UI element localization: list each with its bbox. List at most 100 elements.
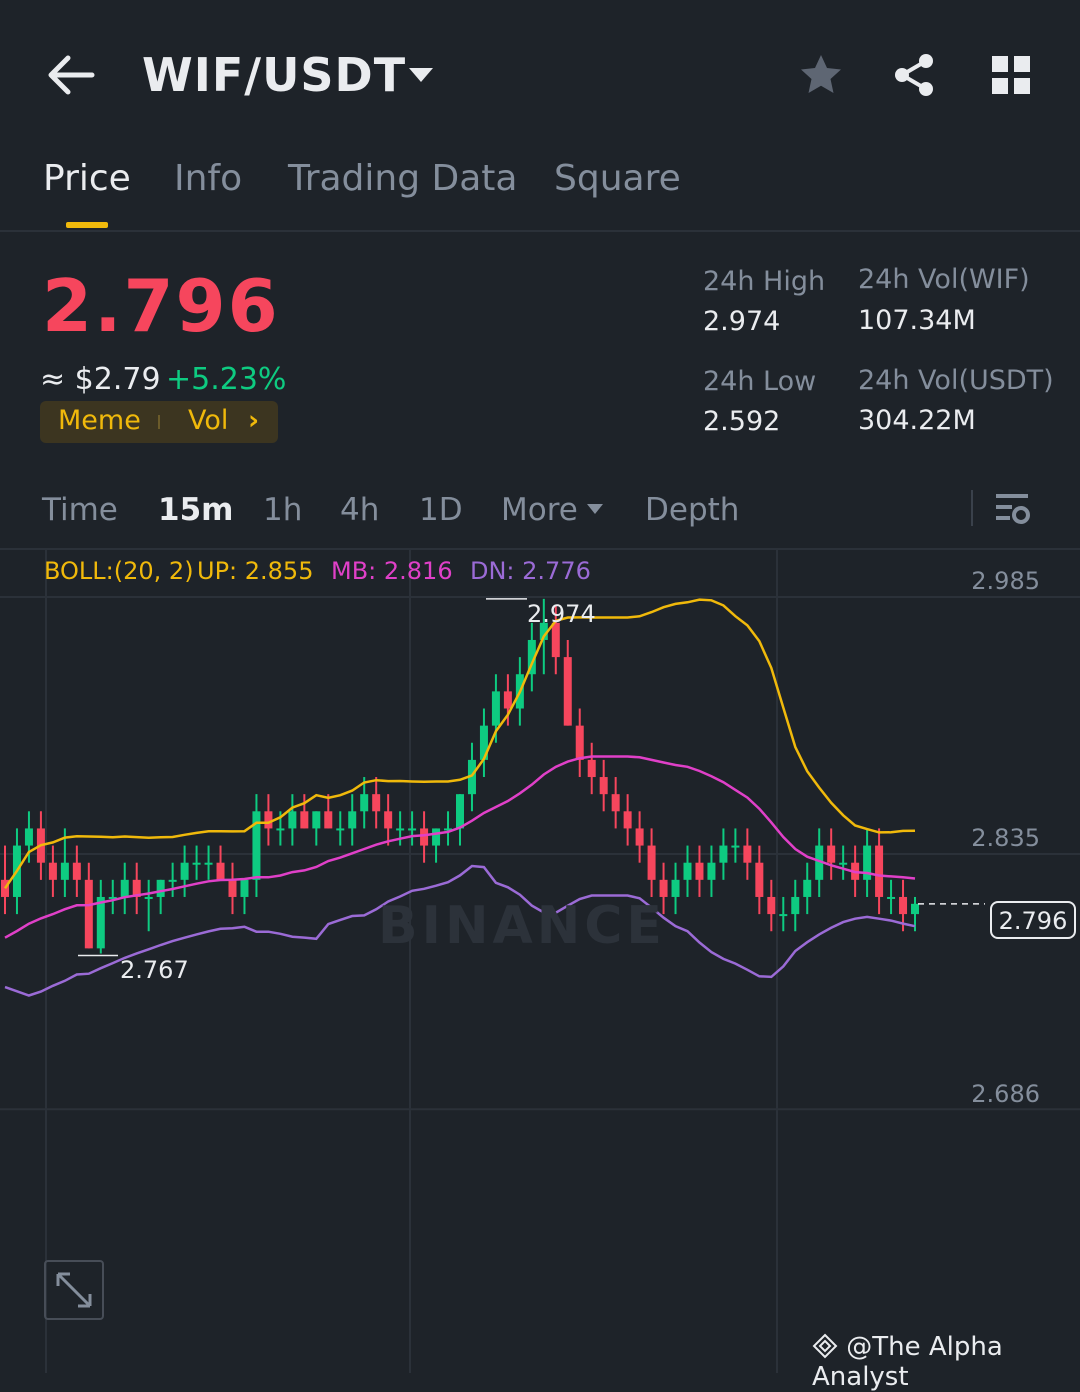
candle-body: [420, 828, 429, 846]
tab-square[interactable]: Square: [554, 158, 681, 199]
grid-icon[interactable]: [990, 54, 1032, 96]
candle-body: [683, 862, 692, 880]
interval-more[interactable]: More: [501, 492, 578, 528]
low-label: 24h Low: [703, 366, 817, 397]
candle-body: [108, 896, 117, 899]
candle-body: [815, 845, 824, 880]
candle-body: [767, 896, 776, 915]
candle-body: [84, 879, 93, 949]
candle-body: [479, 725, 488, 760]
candle-body: [779, 914, 788, 917]
arrow-left-icon[interactable]: [44, 52, 96, 98]
candle-body: [240, 879, 249, 897]
interval-depth[interactable]: Depth: [645, 492, 740, 528]
candle-body: [60, 862, 69, 880]
high-marker-label: 2.974: [527, 600, 596, 628]
candle-body: [575, 725, 584, 760]
candle-body: [911, 903, 919, 915]
candle-body: [216, 862, 225, 880]
candle-body: [719, 845, 728, 863]
candle-body: [456, 794, 464, 829]
pair-title[interactable]: WIF/USDT: [142, 48, 407, 102]
interval-1d[interactable]: 1D: [419, 492, 463, 528]
candle-body: [72, 862, 81, 880]
price-change-percent: +5.23%: [166, 362, 287, 397]
candle-body: [899, 896, 908, 915]
candle-body: [300, 811, 309, 829]
chart-settings-icon[interactable]: [994, 490, 1032, 528]
share-icon[interactable]: [892, 52, 938, 98]
vol-quote-value: 304.22M: [858, 405, 976, 436]
candle-body: [467, 759, 476, 795]
interval-time[interactable]: Time: [42, 492, 118, 528]
candle-body: [156, 879, 165, 897]
tag-separator: [158, 415, 160, 429]
candle-body: [671, 879, 680, 897]
axis-label-mid: 2.835: [971, 824, 1040, 852]
candle-body: [312, 811, 321, 829]
candle-body: [503, 691, 512, 709]
candle-body: [539, 622, 548, 640]
candle-body: [336, 828, 345, 831]
candle-body: [839, 862, 848, 865]
candle-body: [432, 828, 441, 846]
candle-body: [324, 811, 333, 829]
candle-body: [647, 845, 656, 880]
candle-body: [527, 639, 536, 675]
vol-base-label: 24h Vol(WIF): [858, 264, 1030, 295]
candle-body: [228, 879, 237, 897]
high-label: 24h High: [703, 266, 826, 297]
interval-1h[interactable]: 1h: [263, 492, 303, 528]
candle-body: [408, 828, 417, 831]
interval-15m[interactable]: 15m: [158, 492, 234, 528]
candle-body: [551, 622, 560, 658]
tab-trading-data[interactable]: Trading Data: [288, 158, 518, 199]
candle-body: [48, 862, 57, 880]
candle-body: [803, 879, 812, 897]
candle-body: [587, 759, 596, 778]
candle-body: [276, 828, 285, 831]
candle-body: [192, 862, 201, 865]
candle-body: [144, 896, 153, 899]
expand-chart-button[interactable]: [44, 1260, 104, 1320]
candle-body: [444, 828, 453, 831]
candle-body: [1, 879, 9, 897]
tab-info[interactable]: Info: [174, 158, 243, 199]
binance-watermark: BINANCE: [378, 896, 666, 956]
interval-4h[interactable]: 4h: [340, 492, 380, 528]
candle-body: [372, 794, 381, 812]
candle-body: [491, 691, 500, 726]
candle-body: [635, 828, 644, 846]
boll-up: UP: 2.855: [197, 557, 314, 585]
candle-body: [875, 845, 884, 897]
tag-meme[interactable]: Meme: [58, 405, 141, 436]
candle-body: [827, 845, 836, 863]
candle-body: [288, 811, 297, 829]
fiat-price: ≈ $2.79: [40, 362, 161, 397]
candlestick-chart[interactable]: [0, 550, 1080, 1373]
toolbar-separator: [971, 490, 973, 526]
chevron-down-icon[interactable]: [408, 66, 434, 84]
candle-body: [599, 777, 608, 795]
candle-body: [96, 896, 105, 949]
candle-body: [659, 879, 668, 897]
candle-body: [623, 811, 632, 829]
expand-icon: [56, 1272, 92, 1308]
candle-body: [791, 896, 800, 915]
chart-top-divider: [0, 548, 1080, 550]
candle-body: [887, 896, 896, 899]
candle-body: [252, 811, 261, 880]
tag-vol[interactable]: Vol: [188, 405, 229, 436]
current-price-tag: 2.796: [990, 901, 1076, 939]
tag-pill[interactable]: Meme Vol ›: [40, 401, 278, 443]
candle-body: [707, 862, 716, 880]
vol-quote-label: 24h Vol(USDT): [858, 365, 1054, 396]
tab-price[interactable]: Price: [43, 158, 131, 199]
chevron-down-icon[interactable]: [586, 503, 604, 515]
candle-body: [204, 862, 213, 865]
boll-dn-line: [4, 864, 916, 997]
chevron-right-icon[interactable]: ›: [248, 405, 260, 436]
boll-mb-line: [4, 755, 916, 939]
candle-body: [264, 811, 273, 829]
star-icon[interactable]: [798, 52, 844, 98]
